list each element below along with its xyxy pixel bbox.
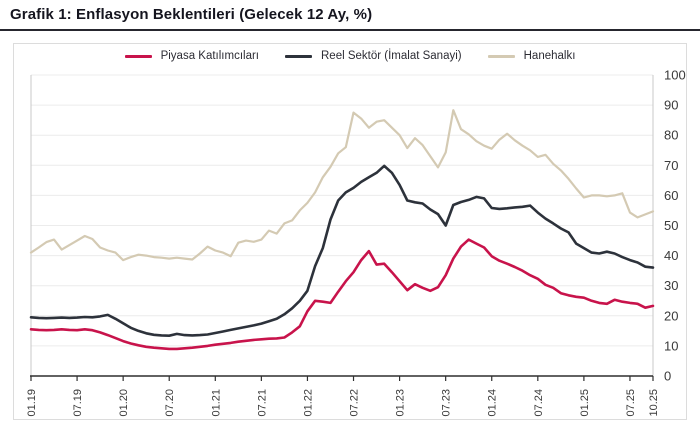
x-tick-label: 07.21 xyxy=(256,389,268,417)
legend-item-hanehalki: Hanehalkı xyxy=(487,50,576,62)
y-tick-label: 10 xyxy=(664,338,678,353)
legend-dash-icon-hanehalki xyxy=(487,54,515,58)
x-tick-label: 10.25 xyxy=(648,389,660,417)
x-tick-label: 01.22 xyxy=(302,389,314,417)
series-line-2 xyxy=(29,109,655,262)
legend-label-piyasa: Piyasa Katılımcıları xyxy=(160,50,259,62)
legend-label-reel-sektor: Reel Sektör (İmalat Sanayi) xyxy=(321,50,462,62)
x-tick-label: 01.23 xyxy=(395,389,407,417)
x-tick-label: 07.23 xyxy=(441,389,453,417)
title-underline xyxy=(0,29,700,31)
x-tick-label: 07.25 xyxy=(625,389,637,417)
y-tick-label: 80 xyxy=(664,128,678,143)
page-title: Grafik 1: Enflasyon Beklentileri (Gelece… xyxy=(10,6,373,23)
line-chart: 01.19 07.19 01.20 07.20 01.21 07.21 01.22 07.22… xyxy=(26,68,686,417)
y-tick-label: 100 xyxy=(664,68,686,83)
x-axis: 01.19 07.19 01.20 07.20 01.21 07.21 01.22 07.22… xyxy=(26,375,660,417)
x-tick-label: 01.20 xyxy=(118,389,130,417)
chart-card: 01.19 07.19 01.20 07.20 01.21 07.21 01.22 07.22… xyxy=(13,43,687,420)
legend-dash-icon-piyasa xyxy=(124,54,152,58)
x-tick-label: 01.25 xyxy=(579,389,591,417)
series-line-1 xyxy=(29,164,655,338)
x-tick-label: 01.19 xyxy=(26,389,38,417)
y-tick-label: 60 xyxy=(664,188,678,203)
chart-legend: Piyasa Katılımcıları Reel Sektör (İmalat… xyxy=(14,50,686,62)
y-tick-label: 20 xyxy=(664,308,678,323)
x-tick-label: 07.20 xyxy=(164,389,176,417)
x-tick-label: 07.24 xyxy=(533,389,545,417)
x-tick-label: 01.24 xyxy=(487,389,499,417)
y-tick-label: 0 xyxy=(664,369,671,384)
legend-dash-icon-reel-sektor xyxy=(285,54,312,58)
gridlines xyxy=(31,74,653,347)
legend-item-reel-sektor: Reel Sektör (İmalat Sanayi) xyxy=(285,50,462,62)
y-tick-label: 30 xyxy=(664,278,678,293)
x-tick-label: 07.22 xyxy=(349,389,361,417)
y-tick-label: 90 xyxy=(664,98,678,113)
y-axis-labels: 0 10 20 30 40 50 60 70 80 90 100 xyxy=(664,68,686,384)
series-line-0 xyxy=(29,238,655,351)
plot-frame xyxy=(30,75,654,376)
legend-item-piyasa: Piyasa Katılımcıları xyxy=(124,50,259,62)
x-tick-label: 07.19 xyxy=(72,389,84,417)
legend-label-hanehalki: Hanehalkı xyxy=(523,50,576,62)
y-tick-label: 70 xyxy=(664,158,678,173)
x-tick-label: 01.21 xyxy=(210,389,222,417)
y-tick-label: 50 xyxy=(664,218,678,233)
y-tick-label: 40 xyxy=(664,248,678,263)
